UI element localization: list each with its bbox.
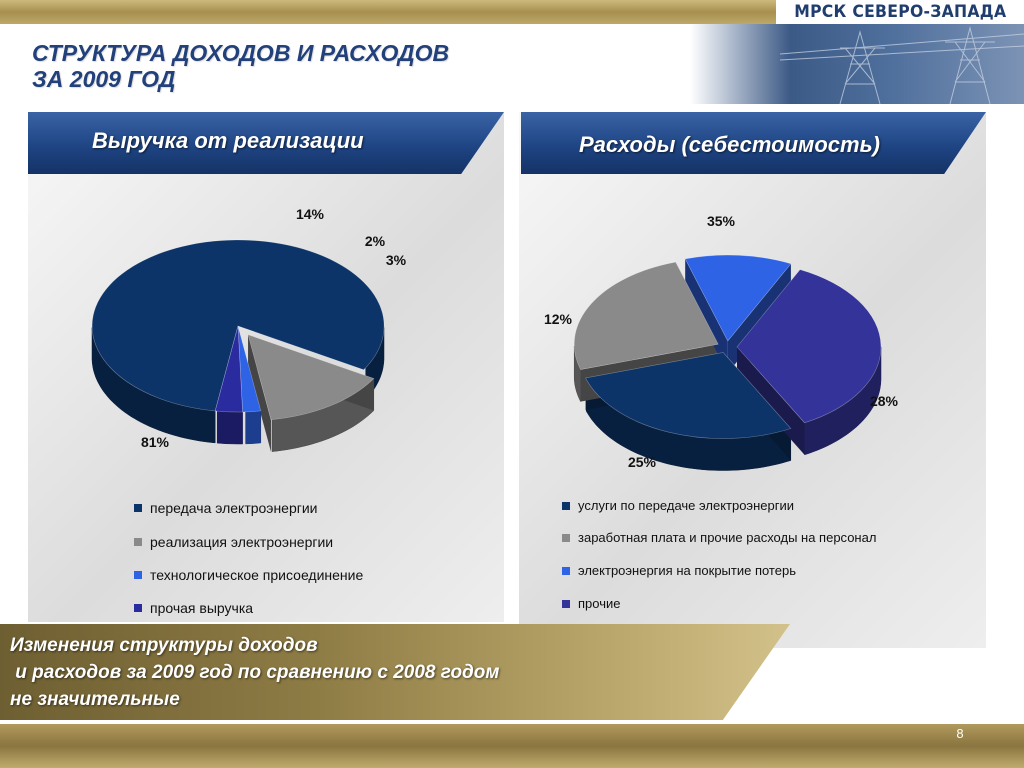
pie-chart-revenue: 81% 14% 2%3%	[91, 206, 407, 452]
data-label: 3%	[386, 252, 407, 268]
pie-slice-edge	[248, 334, 271, 452]
summary-text: Изменения структуры доходов и расходов з…	[10, 632, 710, 713]
legend-item: заработная плата и прочие расходы на пер…	[562, 530, 876, 545]
pie-slice-edge	[685, 258, 728, 374]
pie-slice	[237, 325, 262, 413]
data-label: 35%	[707, 213, 736, 229]
brand-name: МРСК СЕВЕРО-ЗАПАДА	[793, 2, 1007, 22]
revenue-panel-header: Выручка от реализации	[28, 112, 504, 174]
pie-chart-expenses: 28% 25% 12% 35%	[544, 213, 899, 471]
legend-swatch	[562, 533, 570, 542]
footer-decor-bar	[0, 724, 1024, 768]
summary-line-2: и расходов за 2009 год по сравнению с 20…	[10, 662, 500, 683]
pie-slice	[247, 334, 375, 421]
legend-label: услуги по передаче электроэнергии	[578, 498, 794, 513]
legend-swatch	[562, 501, 570, 510]
legend-item: технологическое присоединение	[134, 567, 363, 583]
legend-item: услуги по передаче электроэнергии	[562, 498, 794, 513]
top-decor-bar: МРСК СЕВЕРО-ЗАПАДА	[0, 0, 1024, 24]
data-label: 2%	[365, 233, 386, 249]
pie-slice	[573, 261, 719, 370]
pie-slice	[684, 254, 792, 342]
legend-item: прочие	[562, 596, 620, 611]
power-tower-image	[690, 24, 1024, 104]
expenses-panel-header: Расходы (себестоимость)	[521, 112, 986, 174]
data-label: 25%	[628, 454, 657, 470]
pie-slice-side	[91, 327, 216, 444]
legend-label: передача электроэнергии	[150, 500, 318, 516]
data-label: 81%	[141, 434, 170, 450]
data-label: 28%	[870, 393, 899, 409]
legend-swatch	[134, 604, 142, 612]
pie-slice	[214, 325, 243, 413]
legend-item: передача электроэнергии	[134, 500, 318, 516]
legend-swatch	[134, 571, 142, 579]
pie-charts: 81% 14% 2%3% 28% 25% 12% 35%	[91, 206, 899, 471]
page-number: 8	[956, 726, 964, 741]
data-label: 14%	[296, 206, 325, 222]
legend-swatch	[562, 566, 570, 575]
page-title: СТРУКТУРА ДОХОДОВ И РАСХОДОВ ЗА 2009 ГОД	[32, 40, 632, 92]
legend-swatch	[134, 538, 142, 546]
summary-line-3: не значительные	[10, 689, 180, 710]
brand-logo: МРСК СЕВЕРО-ЗАПАДА	[776, 0, 1024, 24]
summary-banner	[0, 624, 790, 720]
summary-line-1: Изменения структуры доходов	[10, 635, 318, 656]
legend-label: прочая выручка	[150, 600, 254, 616]
page-title-line-2: ЗА 2009 ГОД	[32, 66, 176, 92]
pie-slice	[736, 269, 882, 424]
pie-slice-side	[573, 345, 581, 402]
legend-label: технологическое присоединение	[150, 567, 364, 583]
pie-slice-side	[216, 410, 243, 445]
legend-label: электроэнергия на покрытие потерь	[578, 563, 796, 578]
legend-label: заработная плата и прочие расходы на пер…	[578, 530, 877, 545]
legend-swatch	[134, 504, 142, 512]
pylon-icon	[779, 26, 1024, 104]
legend-label: прочие	[578, 596, 621, 611]
data-label: 12%	[544, 311, 573, 327]
page-title-line-1: СТРУКТУРА ДОХОДОВ И РАСХОДОВ	[32, 40, 450, 66]
legend-item: электроэнергия на покрытие потерь	[562, 563, 796, 578]
pie-slice-side	[245, 410, 262, 445]
legend-item: прочая выручка	[134, 600, 253, 616]
legend-item: реализация электроэнергии	[134, 534, 333, 550]
legend-label: реализация электроэнергии	[150, 534, 334, 550]
pie-slice	[91, 239, 385, 412]
legend-swatch	[562, 599, 570, 608]
pie-slice	[585, 352, 792, 439]
